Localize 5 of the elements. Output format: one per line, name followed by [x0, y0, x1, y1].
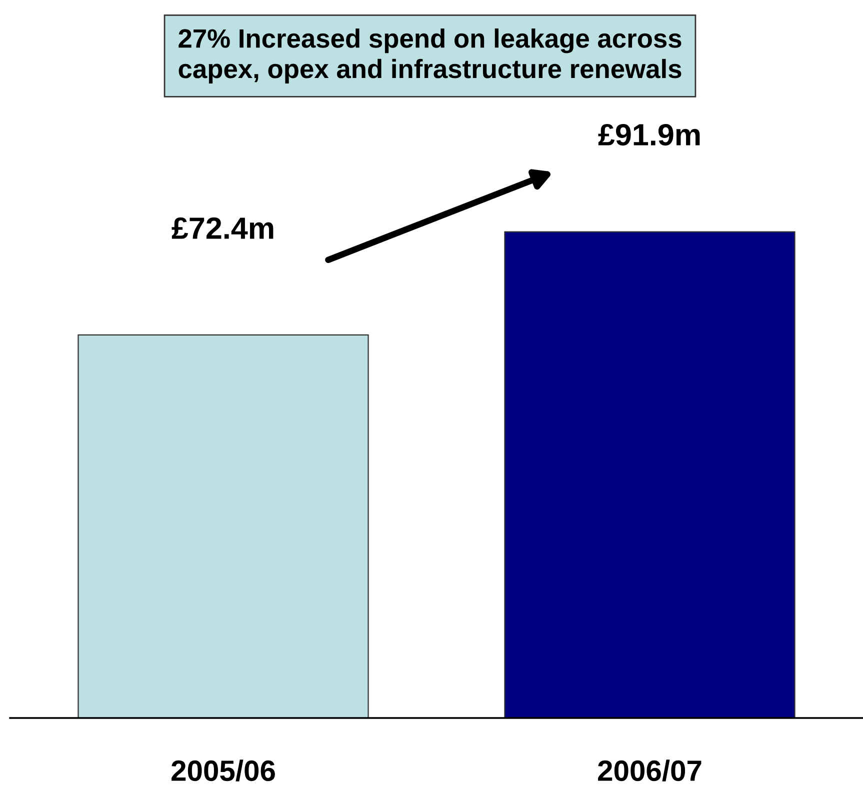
data-label: £91.9m — [598, 124, 700, 146]
chart-title: 27% Increased spend on leakage across capex, opex and infrastructure renewals — [178, 28, 682, 84]
data-label: £72.4m — [172, 217, 274, 239]
x-tick-label: 2006/07 — [598, 760, 702, 782]
x-tick-label: 2005/06 — [172, 760, 275, 782]
